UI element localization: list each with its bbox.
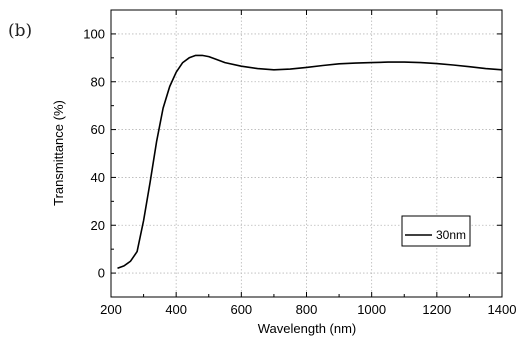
grid-lines (111, 10, 502, 297)
series-layer (117, 54, 503, 270)
x-tick-label: 1000 (357, 302, 386, 317)
y-tick-label: 60 (91, 122, 105, 137)
x-tick-label: 1200 (422, 302, 451, 317)
x-tick-label: 1400 (488, 302, 516, 317)
x-tick-label: 200 (100, 302, 122, 317)
panel-label: (b) (8, 21, 32, 41)
x-axis: 200 400 600 800 1000 1200 1400 (100, 10, 516, 317)
y-tick-label: 80 (91, 74, 105, 89)
legend-label: 30nm (436, 228, 466, 242)
legend: 30nm (401, 215, 471, 247)
x-tick-label: 400 (165, 302, 187, 317)
y-tick-label: 40 (91, 170, 105, 185)
x-tick-label: 800 (296, 302, 318, 317)
x-tick-label: 600 (230, 302, 252, 317)
y-tick-label: 20 (91, 218, 105, 233)
y-tick-label: 100 (83, 26, 105, 41)
legend-box (401, 215, 471, 247)
y-axis: 0 20 40 60 80 100 (83, 9, 502, 298)
y-axis-title: Transmittance (%) (51, 100, 66, 206)
series-line-30nm (117, 54, 503, 270)
x-axis-title: Wavelength (nm) (258, 321, 357, 336)
y-tick-label: 0 (98, 266, 105, 281)
